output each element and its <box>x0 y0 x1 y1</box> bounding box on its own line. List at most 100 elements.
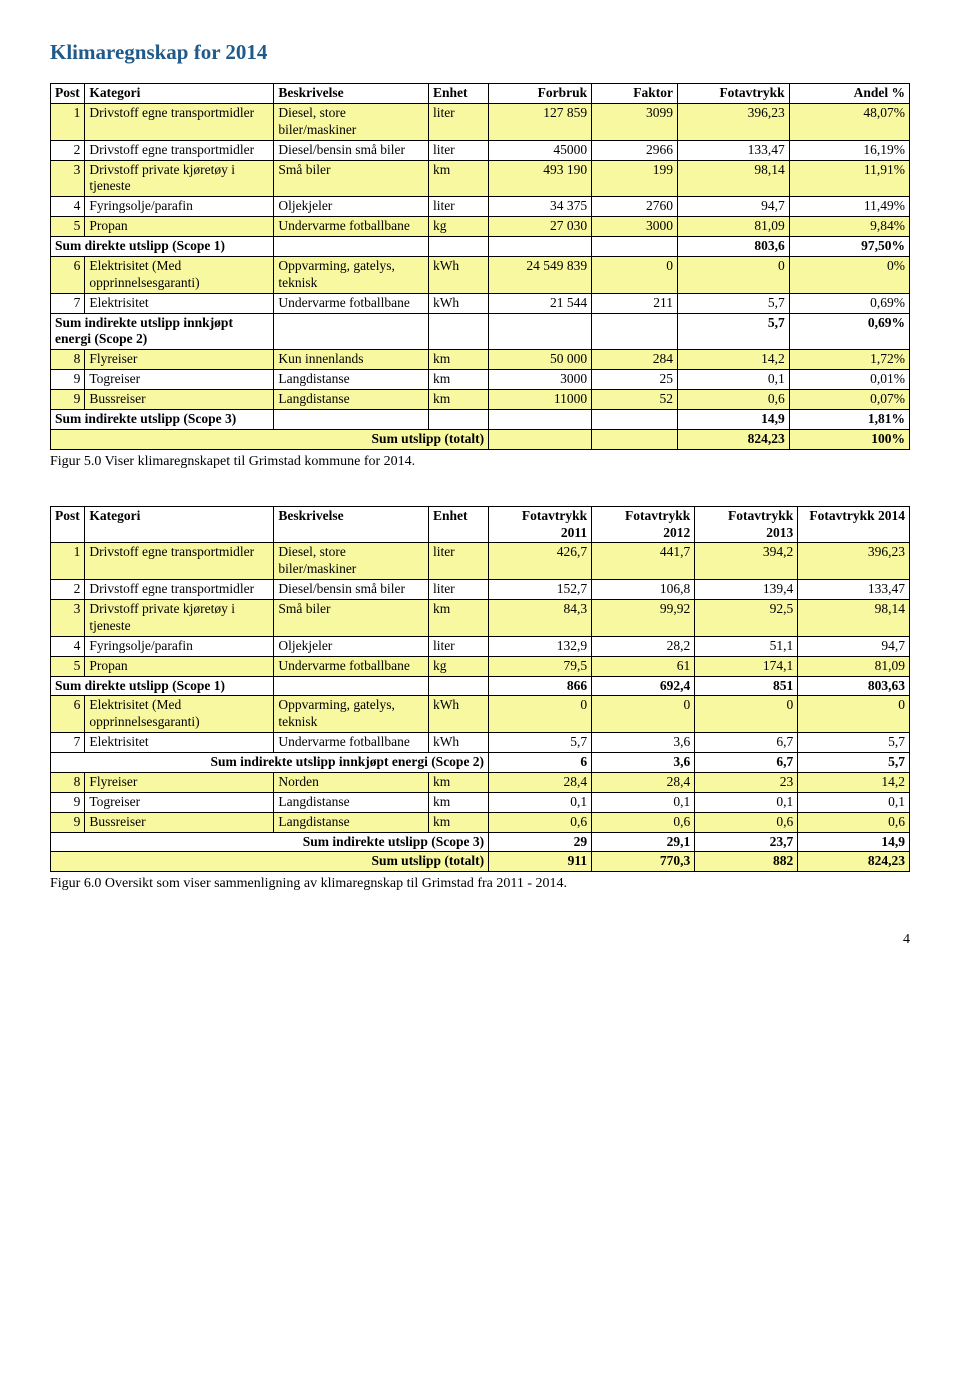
cell: Propan <box>85 656 274 676</box>
cell: liter <box>428 580 488 600</box>
cell: liter <box>428 543 488 580</box>
cell: 51,1 <box>695 636 798 656</box>
cell <box>428 676 488 696</box>
column-header: Andel % <box>789 84 909 104</box>
cell: 94,7 <box>798 636 910 656</box>
cell: Undervarme fotballbane <box>274 656 429 676</box>
cell: 3099 <box>592 103 678 140</box>
cell <box>592 313 678 350</box>
cell: 48,07% <box>789 103 909 140</box>
cell: 851 <box>695 676 798 696</box>
cell: 770,3 <box>592 852 695 872</box>
cell <box>592 429 678 449</box>
cell: Flyreiser <box>85 350 274 370</box>
cell: 0,1 <box>695 792 798 812</box>
cell: 5,7 <box>798 753 910 773</box>
cell: 5,7 <box>489 733 592 753</box>
cell: 0 <box>695 696 798 733</box>
cell: Diesel/bensin små biler <box>274 580 429 600</box>
column-header: Fotavtrykk 2012 <box>592 506 695 543</box>
cell: Diesel, store biler/maskiner <box>274 103 429 140</box>
cell: Oljekjeler <box>274 636 429 656</box>
table-row: 9BussreiserLangdistansekm11000520,60,07% <box>51 390 910 410</box>
cell: km <box>428 600 488 637</box>
cell: kg <box>428 656 488 676</box>
column-header: Enhet <box>428 506 488 543</box>
cell <box>489 409 592 429</box>
table-row: Sum direkte utslipp (Scope 1)803,697,50% <box>51 237 910 257</box>
sum-label: Sum direkte utslipp (Scope 1) <box>51 676 274 696</box>
cell: 81,09 <box>678 217 790 237</box>
cell: 0,69% <box>789 313 909 350</box>
cell: 284 <box>592 350 678 370</box>
row-index: 1 <box>51 543 85 580</box>
cell: Togreiser <box>85 792 274 812</box>
table-row: Sum utslipp (totalt)911770,3882824,23 <box>51 852 910 872</box>
cell: 99,92 <box>592 600 695 637</box>
cell: 21 544 <box>489 293 592 313</box>
cell: 3000 <box>592 217 678 237</box>
table-row: 9BussreiserLangdistansekm0,60,60,60,6 <box>51 812 910 832</box>
cell: 14,9 <box>678 409 790 429</box>
cell: 0,1 <box>489 792 592 812</box>
row-index: 9 <box>51 792 85 812</box>
cell: Bussreiser <box>85 390 274 410</box>
cell: km <box>428 350 488 370</box>
column-header: Post <box>51 506 85 543</box>
cell <box>489 429 592 449</box>
cell: Fyringsolje/parafin <box>85 197 274 217</box>
cell: Undervarme fotballbane <box>274 293 429 313</box>
cell: Elektrisitet <box>85 733 274 753</box>
cell: 396,23 <box>798 543 910 580</box>
cell: 28,2 <box>592 636 695 656</box>
cell: Drivstoff egne transportmidler <box>85 103 274 140</box>
cell <box>489 237 592 257</box>
cell: 824,23 <box>798 852 910 872</box>
cell: 127 859 <box>489 103 592 140</box>
table-row: Sum indirekte utslipp innkjøpt energi (S… <box>51 753 910 773</box>
cell: 3,6 <box>592 733 695 753</box>
cell: 16,19% <box>789 140 909 160</box>
row-index: 6 <box>51 696 85 733</box>
table-row: 2Drivstoff egne transportmidlerDiesel/be… <box>51 140 910 160</box>
cell: 132,9 <box>489 636 592 656</box>
row-index: 8 <box>51 772 85 792</box>
cell: Undervarme fotballbane <box>274 733 429 753</box>
cell: 24 549 839 <box>489 256 592 293</box>
cell: 52 <box>592 390 678 410</box>
cell: 11000 <box>489 390 592 410</box>
column-header: Kategori <box>85 84 274 104</box>
cell: 0 <box>592 696 695 733</box>
cell: 0% <box>789 256 909 293</box>
cell: Diesel, store biler/maskiner <box>274 543 429 580</box>
cell: km <box>428 812 488 832</box>
cell: 133,47 <box>798 580 910 600</box>
cell: 1,72% <box>789 350 909 370</box>
klimaregnskap-table-2014: PostKategoriBeskrivelseEnhetForbrukFakto… <box>50 83 910 450</box>
table-row: 3Drivstoff private kjøretøy i tjenesteSm… <box>51 600 910 637</box>
cell: 211 <box>592 293 678 313</box>
column-header: Fotavtrykk 2011 <box>489 506 592 543</box>
table-row: 7ElektrisitetUndervarme fotballbanekWh5,… <box>51 733 910 753</box>
row-index: 9 <box>51 812 85 832</box>
sum-label: Sum indirekte utslipp (Scope 3) <box>51 832 489 852</box>
sum-label: Sum indirekte utslipp innkjøpt energi (S… <box>51 313 274 350</box>
cell: 23,7 <box>695 832 798 852</box>
cell: Diesel/bensin små biler <box>274 140 429 160</box>
row-index: 9 <box>51 390 85 410</box>
cell: 5,7 <box>798 733 910 753</box>
cell: kg <box>428 217 488 237</box>
cell: 94,7 <box>678 197 790 217</box>
cell: liter <box>428 103 488 140</box>
cell: 0 <box>592 256 678 293</box>
table-row: 6Elektrisitet (Med opprinnelsesgaranti)O… <box>51 696 910 733</box>
table2-caption: Figur 6.0 Oversikt som viser sammenligni… <box>50 876 910 892</box>
cell: 98,14 <box>798 600 910 637</box>
cell: Langdistanse <box>274 812 429 832</box>
cell: Fyringsolje/parafin <box>85 636 274 656</box>
table-row: 5PropanUndervarme fotballbanekg79,561174… <box>51 656 910 676</box>
sum-label: Sum direkte utslipp (Scope 1) <box>51 237 274 257</box>
cell: 25 <box>592 370 678 390</box>
cell: kWh <box>428 256 488 293</box>
cell <box>592 409 678 429</box>
